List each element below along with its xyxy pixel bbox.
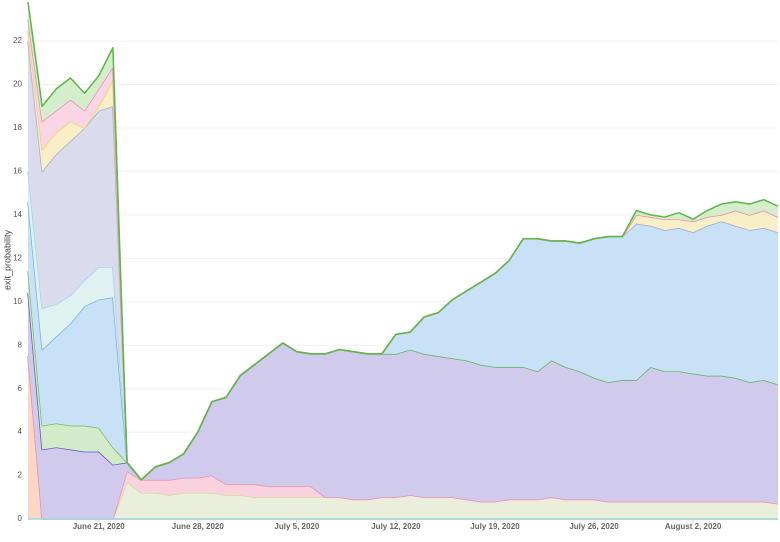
y-tick-label: 18 <box>13 123 22 132</box>
x-tick-label: July 5, 2020 <box>274 522 319 531</box>
y-tick-label: 8 <box>18 340 23 349</box>
y-tick-label: 12 <box>13 253 22 262</box>
x-tick-label: June 28, 2020 <box>172 522 225 531</box>
y-tick-label: 14 <box>13 210 22 219</box>
x-tick-label: July 26, 2020 <box>569 522 619 531</box>
y-tick-label: 22 <box>13 36 22 45</box>
y-tick-label: 0 <box>18 514 23 523</box>
y-tick-label: 4 <box>18 427 23 436</box>
x-tick-label: July 12, 2020 <box>371 522 421 531</box>
x-tick-label: June 21, 2020 <box>73 522 126 531</box>
y-axis-label: exit_probability <box>2 229 12 290</box>
y-tick-label: 10 <box>13 297 22 306</box>
area <box>28 293 778 519</box>
area <box>28 201 778 480</box>
y-tick-label: 20 <box>13 80 22 89</box>
area-line <box>27 1 779 481</box>
area <box>28 356 778 519</box>
y-tick-label: 6 <box>18 384 23 393</box>
x-tick-label: August 2, 2020 <box>665 522 722 531</box>
y-tick-label: 2 <box>18 471 23 480</box>
x-tick-label: July 19, 2020 <box>470 522 520 531</box>
y-tick-label: 16 <box>13 167 22 176</box>
